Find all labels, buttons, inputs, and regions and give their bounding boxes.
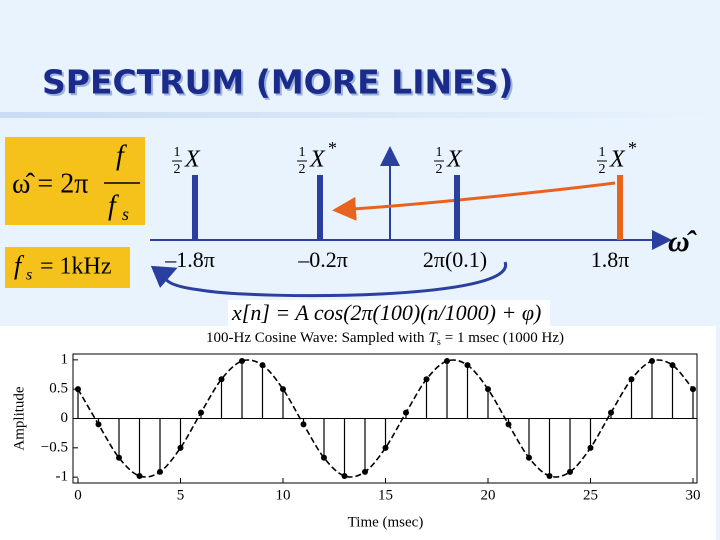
stem-dot: [567, 468, 573, 475]
coef-symbol: X: [184, 147, 201, 173]
stem-dot: [526, 454, 532, 461]
coef-den: 2: [174, 162, 181, 177]
coef-symbol: X: [309, 147, 326, 173]
stem-dot: [259, 362, 266, 369]
y-tick-label: 0: [61, 410, 69, 426]
freq-label: –1.8π: [164, 247, 215, 272]
stem-dot: [444, 358, 450, 365]
y-tick-label: -1: [56, 469, 69, 485]
coef-symbol: X: [609, 147, 626, 173]
stem-dot: [403, 409, 409, 416]
chart-title: 100-Hz Cosine Wave: Sampled with: [206, 330, 425, 346]
y-tick-label: −0.5: [41, 439, 68, 455]
stem-dot: [546, 472, 553, 479]
signal-formula: x[n] = A cos(2π(100)(n/1000) + φ): [231, 300, 541, 325]
title-shadow: SPECTRUM (MORE LINES): [44, 65, 516, 104]
stem-dot: [157, 468, 163, 475]
y-tick-label: 0.5: [49, 381, 68, 397]
coef-symbol: X: [446, 147, 463, 173]
freq-label: –0.2π: [297, 247, 348, 272]
stem-dot: [280, 386, 286, 393]
conj-sup: *: [628, 138, 637, 158]
fs-box: [5, 247, 130, 288]
stem-dot: [464, 362, 471, 369]
stem-dot: [690, 386, 696, 393]
coef-den: 2: [599, 162, 606, 177]
x-tick-label: 5: [177, 487, 185, 503]
stem-dot: [321, 454, 327, 461]
conj-sup: *: [328, 138, 337, 158]
omega-num: f: [116, 140, 127, 171]
stem-dot: [75, 386, 81, 393]
title-var: T: [428, 330, 438, 346]
stem-dot: [382, 444, 389, 451]
stem-dot: [177, 444, 184, 451]
stem-dot: [608, 409, 614, 416]
chart-title: 100-Hz Cosine Wave: Sampled with Ts = 1 ms…: [206, 330, 564, 348]
stem-dot: [628, 376, 635, 383]
coef-den: 2: [436, 162, 443, 177]
alias-arrow: [150, 261, 507, 298]
omega-den-sub: s: [122, 204, 129, 224]
x-tick-label: 25: [583, 487, 598, 503]
formula-box: [228, 300, 550, 328]
coef-num: 1: [436, 145, 443, 160]
stem-dot: [649, 358, 655, 365]
omega-lhs: ω̂ = 2π: [12, 168, 88, 199]
stem-dot: [587, 444, 594, 451]
omega-box: [5, 137, 145, 225]
x-tick-label: 10: [276, 487, 291, 503]
stem-dot: [341, 472, 348, 479]
x-tick-label: 15: [378, 487, 393, 503]
stem-dot: [116, 454, 122, 461]
slide-title: SPECTRUM (MORE LINES): [42, 63, 514, 102]
stem-chart: 100-Hz Cosine Wave: Sampled with Ts = 1 ms…: [11, 330, 700, 530]
title-rest: = 1 msec (1000 Hz): [445, 330, 564, 346]
stem-dot: [505, 421, 512, 428]
coef-den: 2: [299, 162, 306, 177]
coef-num: 1: [174, 145, 181, 160]
stem-dot: [669, 362, 676, 369]
stem-dot: [485, 386, 491, 393]
x-axis-label: Time (msec): [348, 514, 424, 530]
stem-dot: [218, 376, 225, 383]
freq-axis-label: ω̂: [668, 225, 697, 258]
stem-dot: [300, 421, 307, 428]
omega-den: f: [108, 190, 119, 221]
stem-dot: [239, 358, 245, 365]
stem-dot: [95, 421, 102, 428]
coef-num: 1: [299, 145, 306, 160]
title-sub: s: [437, 337, 441, 348]
fs-var: f: [14, 251, 25, 280]
title-rule: [0, 112, 720, 118]
fs-sub: s: [26, 267, 32, 284]
stem-dot: [423, 376, 430, 383]
x-tick-label: 20: [481, 487, 496, 503]
x-tick-label: 30: [686, 487, 701, 503]
y-axis-label: Amplitude: [11, 386, 27, 451]
fs-rest: = 1kHz: [40, 254, 112, 280]
alias-arrow: [332, 181, 616, 221]
chart-panel: [0, 326, 716, 540]
stem-dot: [136, 472, 143, 479]
stem-dot: [198, 409, 204, 416]
x-tick-label: 0: [74, 487, 82, 503]
y-tick-label: 1: [61, 351, 69, 367]
freq-label: 1.8π: [591, 247, 630, 272]
stem-dot: [362, 468, 368, 475]
coef-num: 1: [599, 145, 606, 160]
freq-label: 2π(0.1): [423, 247, 487, 272]
